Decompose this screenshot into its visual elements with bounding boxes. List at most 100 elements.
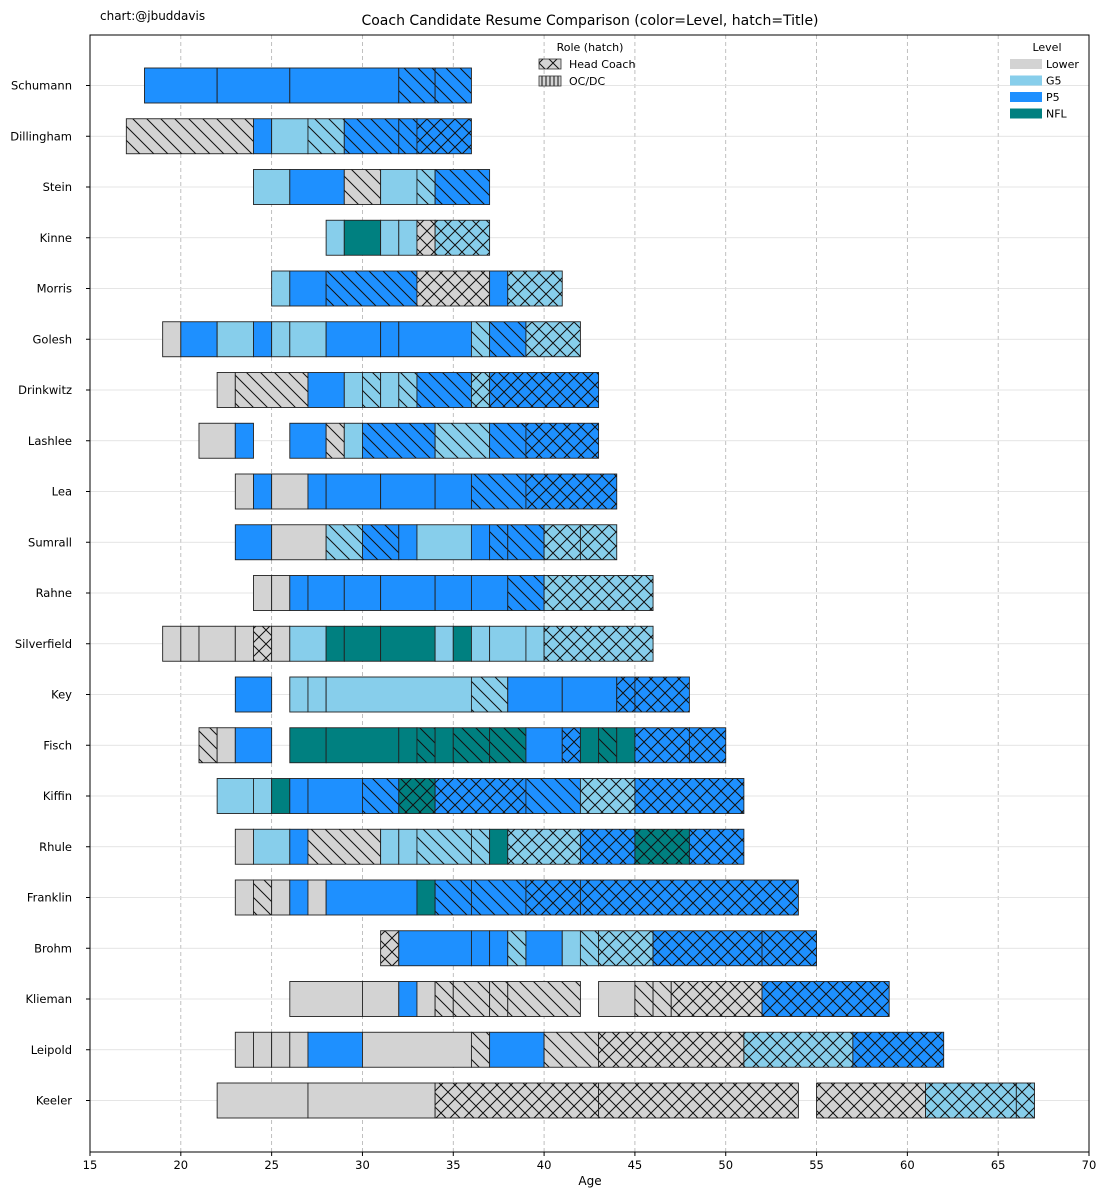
- stint-bar: [380, 169, 417, 205]
- stint-bar: [344, 372, 363, 408]
- stint-bar: [489, 271, 508, 306]
- stint-hatch: [435, 220, 490, 256]
- x-tick-label: 25: [264, 1158, 279, 1172]
- stint-hatch: [471, 677, 508, 712]
- stint-outline: [688, 828, 745, 865]
- stint-outline: [525, 321, 581, 358]
- stint-bar: [489, 1032, 545, 1068]
- stint-bar: [289, 778, 308, 814]
- stint-hatch: [398, 778, 436, 814]
- stint-hatch: [362, 778, 399, 814]
- stint-bar: [271, 626, 290, 662]
- stint-bar: [162, 626, 181, 662]
- stint-hatch: [471, 880, 526, 915]
- stint-bar: [289, 575, 308, 611]
- stint-outline: [579, 879, 799, 916]
- stint-hatch: [580, 524, 617, 560]
- x-tick-label: 70: [1082, 1158, 1097, 1172]
- stint-hatch: [1016, 1083, 1035, 1118]
- stint-bar: [580, 727, 599, 763]
- stint-hatch: [525, 474, 617, 509]
- y-tick-label: Lashlee: [28, 434, 72, 448]
- x-tick-label: 50: [718, 1158, 733, 1172]
- stint-outline: [598, 1082, 799, 1119]
- stint-hatch: [416, 169, 436, 205]
- x-tick-label: 30: [355, 1158, 370, 1172]
- level-legend: Level Lower G5 P5 NFL: [1010, 41, 1079, 121]
- stint-hatch: [344, 118, 399, 154]
- stint-hatch: [525, 880, 581, 915]
- y-tick-label: Rahne: [36, 586, 72, 600]
- stint-bar: [217, 1083, 308, 1118]
- stint-hatch: [471, 1032, 490, 1068]
- stint-outline: [688, 727, 727, 764]
- stint-hatch: [653, 981, 672, 1017]
- stint-bar: [289, 880, 308, 915]
- x-tick-label: 20: [173, 1158, 188, 1172]
- stint-bar: [489, 930, 508, 966]
- stint-hatch: [507, 271, 563, 306]
- stint-bar: [471, 626, 490, 662]
- stint-bar: [453, 626, 472, 662]
- stint-hatch: [925, 1083, 1017, 1118]
- stint-hatch: [762, 981, 890, 1017]
- stint-outline: [434, 67, 472, 104]
- stint-hatch: [671, 981, 763, 1017]
- stint-bar: [235, 727, 272, 763]
- y-tick-label: Rhule: [39, 840, 72, 854]
- stint-hatch: [253, 880, 272, 915]
- stint-hatch: [689, 829, 744, 865]
- y-tick-label: Kinne: [40, 231, 72, 245]
- stint-bar: [525, 727, 563, 763]
- stint-hatch: [416, 271, 490, 306]
- y-tick-label: Drinkwitz: [18, 383, 72, 397]
- stint-bar: [253, 778, 272, 814]
- y-tick-label: Key: [51, 688, 72, 702]
- stint-hatch: [634, 981, 654, 1017]
- stint-bar: [235, 423, 254, 459]
- stint-hatch: [616, 677, 635, 712]
- stint-hatch: [544, 626, 654, 662]
- stint-hatch: [598, 1083, 799, 1118]
- stint-hatch: [362, 524, 399, 560]
- stint-outline: [1015, 1082, 1035, 1119]
- stint-hatch: [235, 372, 308, 408]
- y-tick-label: Golesh: [33, 332, 73, 346]
- stint-bar: [217, 68, 290, 103]
- stint-bar: [525, 626, 545, 662]
- stint-outline: [234, 727, 273, 764]
- stint-hatch: [471, 829, 490, 865]
- stint-outline: [234, 676, 273, 713]
- stint-outline: [579, 524, 618, 561]
- role-legend-title: Role (hatch): [557, 41, 624, 54]
- stint-hatch: [598, 1032, 744, 1068]
- x-tick-label: 40: [537, 1158, 552, 1172]
- stint-hatch: [689, 727, 726, 763]
- stint-bar: [271, 524, 327, 560]
- stint-bar: [253, 1032, 272, 1068]
- stint-hatch: [489, 372, 599, 408]
- level-legend-label: Lower: [1046, 58, 1079, 71]
- stint-bar: [307, 1032, 363, 1068]
- level-legend-label: G5: [1046, 75, 1062, 88]
- stint-hatch: [362, 423, 436, 459]
- y-tick-label: Brohm: [34, 941, 72, 955]
- y-tick-label: Keeler: [36, 1094, 72, 1108]
- level-legend-label: NFL: [1046, 108, 1068, 121]
- stint-hatch: [507, 829, 581, 865]
- stint-bar: [235, 1032, 254, 1068]
- stint-hatch: [435, 169, 490, 205]
- stint-hatch: [307, 829, 381, 865]
- stint-outline: [434, 219, 491, 256]
- stint-bar: [380, 626, 436, 662]
- y-tick-label: Klieman: [25, 992, 72, 1006]
- stint-bar: [144, 68, 218, 103]
- stint-hatch: [634, 778, 744, 814]
- stint-bar: [398, 524, 417, 560]
- stint-bar: [271, 778, 290, 814]
- y-tick-label: Fisch: [43, 738, 72, 752]
- stint-bar: [398, 321, 472, 357]
- stint-bar: [489, 829, 508, 865]
- stint-hatch: [525, 423, 599, 459]
- stint-bar: [344, 626, 381, 662]
